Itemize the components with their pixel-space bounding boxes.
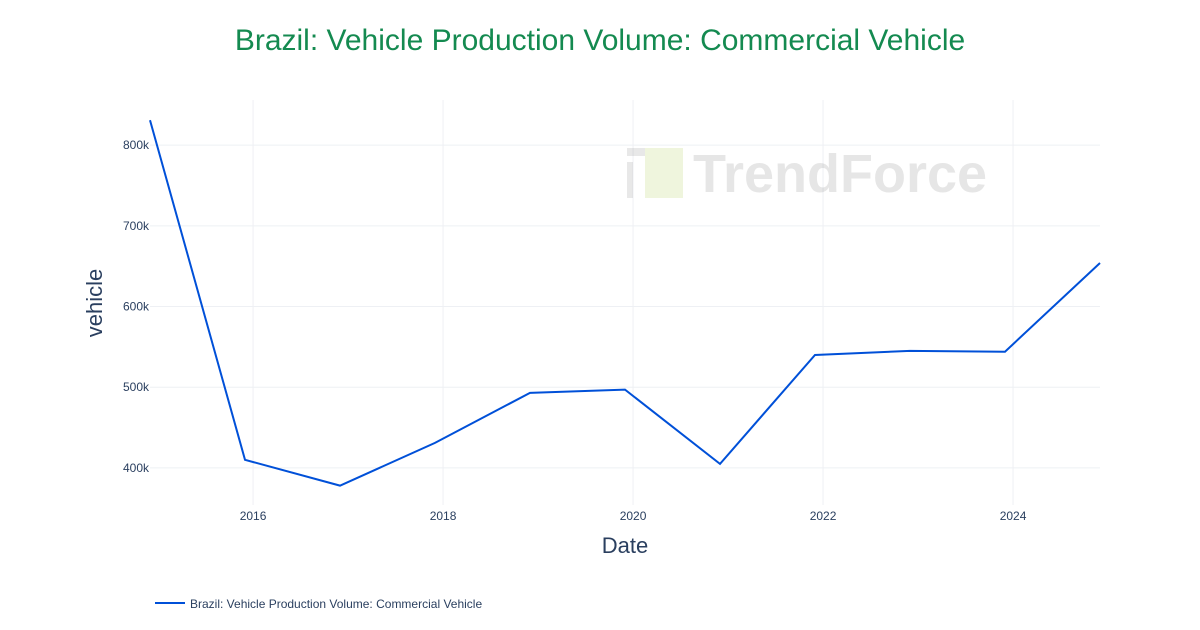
x-tick-label: 2016 (240, 509, 267, 523)
x-tick-label: 2024 (1000, 509, 1027, 523)
x-tick-label: 2022 (810, 509, 837, 523)
x-tick-label: 2018 (430, 509, 457, 523)
data-point[interactable] (432, 440, 438, 446)
y-tick-label: 500k (123, 380, 150, 394)
data-point[interactable] (622, 387, 628, 393)
data-point[interactable] (907, 348, 913, 354)
data-point[interactable] (1002, 349, 1008, 355)
y-tick-label: 700k (123, 219, 150, 233)
x-axis-title: Date (602, 533, 648, 558)
watermark-text: TrendForce (693, 144, 987, 204)
y-tick-label: 400k (123, 461, 150, 475)
chart-title: Brazil: Vehicle Production Volume: Comme… (235, 24, 965, 57)
x-tick-label: 2020 (620, 509, 647, 523)
data-point[interactable] (1097, 260, 1103, 266)
y-tick-label: 800k (123, 138, 150, 152)
data-point[interactable] (717, 461, 723, 467)
y-axis-title: vehicle (82, 269, 107, 337)
legend[interactable]: Brazil: Vehicle Production Volume: Comme… (155, 597, 482, 611)
data-point[interactable] (337, 483, 343, 489)
legend-label: Brazil: Vehicle Production Volume: Comme… (190, 597, 482, 611)
watermark: TrendForce (627, 144, 987, 204)
data-point[interactable] (812, 352, 818, 358)
data-point[interactable] (242, 457, 248, 463)
grid (150, 100, 1100, 505)
series-line (149, 119, 1101, 487)
data-point[interactable] (147, 117, 153, 123)
data-point[interactable] (527, 390, 533, 396)
y-tick-label: 600k (123, 300, 150, 314)
